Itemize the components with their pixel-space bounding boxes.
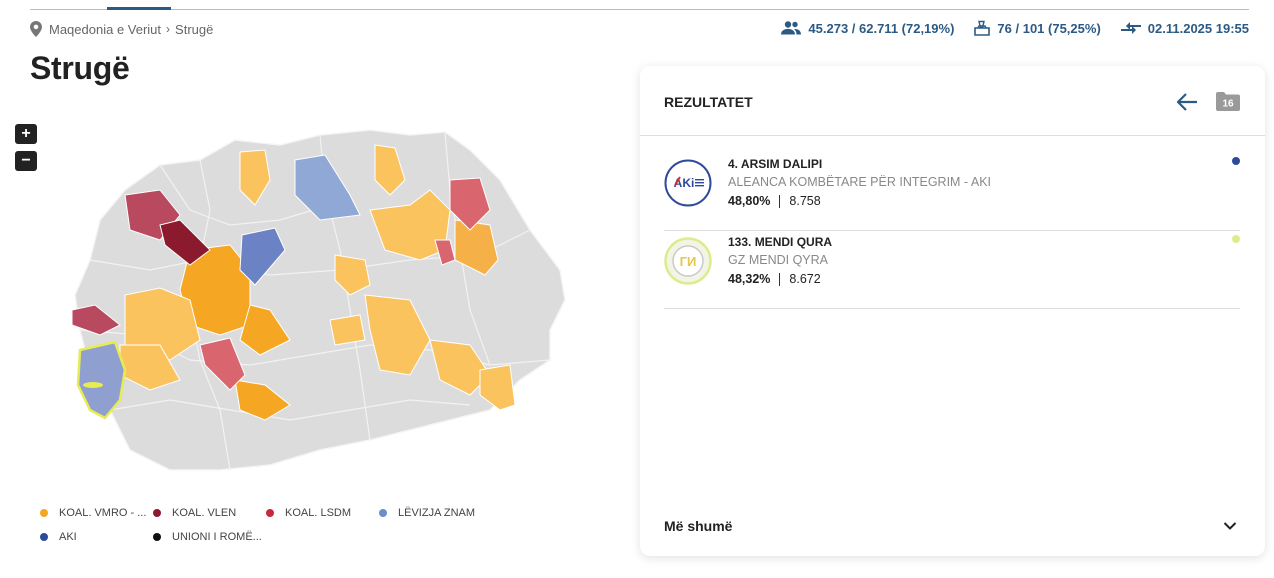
legend-dot (266, 509, 274, 517)
breadcrumb: Maqedonia e Veriut › Strugë (30, 20, 213, 38)
aki-logo-icon: AKi (664, 159, 712, 207)
voters-stat: 45.273 / 62.711 (72,19%) (781, 21, 954, 36)
candidate-row[interactable]: AKi 4. ARSIM DALIPI ALEANCA KOMBËTARE PË… (664, 151, 1240, 231)
candidate-party: GZ MENDI QYRA (728, 253, 829, 267)
candidate-color-dot (1232, 235, 1240, 243)
results-panel: REZULTATET 16 AKi 4. ARSIM DALIPI ALEANC… (640, 66, 1265, 556)
breadcrumb-root-link[interactable]: Maqedonia e Veriut (49, 21, 162, 37)
candidate-name: 4. ARSIM DALIPI (728, 157, 823, 171)
legend-label: KOAL. LSDM (285, 507, 352, 519)
znam-aki-regions (239, 154, 361, 286)
folder-icon[interactable]: 16 (1216, 92, 1240, 111)
zoom-out-button[interactable]: − (15, 151, 37, 171)
stats-divider (779, 194, 781, 208)
show-more-toggle[interactable]: Më shumë (640, 506, 1265, 546)
results-panel-header: REZULTATET 16 (640, 66, 1265, 136)
arrow-left-icon[interactable] (1176, 92, 1198, 112)
voters-value: 45.273 / 62.711 (72,19%) (808, 20, 955, 36)
location-pin-icon (30, 21, 42, 37)
legend-dot (153, 533, 161, 541)
legend-label: AKI (59, 531, 77, 543)
legend-item-znam: LËVIZJA ZNAM (379, 506, 492, 520)
show-more-label: Më shumë (664, 518, 733, 534)
candidate-name: 133. MENDI QURA (728, 235, 833, 249)
legend-item-vmro: KOAL. VMRO - ... (40, 506, 153, 520)
legend-dot (40, 533, 48, 541)
candidate-votes: 8.672 (789, 272, 821, 286)
mendi-qura-logo-icon: ГИ (664, 237, 712, 285)
legend-dot (40, 509, 48, 517)
selected-municipality-struga[interactable] (76, 340, 127, 420)
vlen-regions (71, 189, 211, 336)
candidate-stats: 48,80% 8.758 (728, 194, 821, 208)
vmro-regions (119, 144, 516, 421)
stats-divider (779, 272, 781, 286)
legend-item-lsdm: KOAL. LSDM (266, 506, 379, 520)
updated-value: 02.11.2025 19:55 (1147, 20, 1249, 36)
candidate-party: ALEANCA KOMBËTARE PËR INTEGRIM - AKI (728, 175, 992, 189)
legend-item-aki: AKI (40, 530, 153, 544)
people-icon (781, 21, 802, 35)
updated-stat: 02.11.2025 19:55 (1120, 20, 1249, 36)
legend-label: LËVIZJA ZNAM (398, 507, 476, 519)
candidate-votes: 8.758 (789, 194, 821, 208)
stations-value: 76 / 101 (75,25%) (997, 20, 1101, 36)
legend-dot (379, 509, 387, 517)
legend-label: KOAL. VLEN (172, 507, 237, 519)
candidate-percent: 48,80% (728, 194, 771, 208)
legend-dot (153, 509, 161, 517)
active-tab-indicator (107, 7, 171, 10)
stats-bar: 45.273 / 62.711 (72,19%) 76 / 101 (75,25… (781, 18, 1249, 38)
folder-count: 16 (1222, 99, 1234, 110)
chevron-down-icon (1223, 522, 1237, 530)
lake-ohrid (83, 382, 103, 388)
zoom-in-button[interactable]: + (15, 124, 37, 144)
candidate-row[interactable]: ГИ 133. MENDI QURA GZ MENDI QYRA 48,32% … (664, 229, 1240, 309)
stations-stat: 76 / 101 (75,25%) (974, 20, 1101, 36)
breadcrumb-current: Strugë (175, 21, 214, 37)
legend-label: KOAL. VMRO - ... (59, 507, 147, 519)
election-map[interactable] (50, 110, 580, 480)
candidate-stats: 48,32% 8.672 (728, 272, 821, 286)
ballot-box-icon (974, 20, 991, 36)
mendi-logo-text: ГИ (680, 254, 697, 269)
legend-item-vlen: KOAL. VLEN (153, 506, 266, 520)
results-title: REZULTATET (664, 94, 753, 110)
legend-label: UNIONI I ROMË... (172, 531, 262, 543)
candidate-color-dot (1232, 157, 1240, 165)
top-divider (30, 9, 1249, 10)
map-legend: KOAL. VMRO - ... KOAL. VLEN KOAL. LSDM L… (40, 506, 600, 544)
page-title: Strugë (30, 50, 130, 86)
sync-arrows-icon (1120, 22, 1141, 34)
legend-item-unioni: UNIONI I ROMË... (153, 530, 266, 544)
candidate-percent: 48,32% (728, 272, 771, 286)
lsdm-regions (199, 177, 491, 391)
chevron-right-icon: › (166, 22, 171, 36)
